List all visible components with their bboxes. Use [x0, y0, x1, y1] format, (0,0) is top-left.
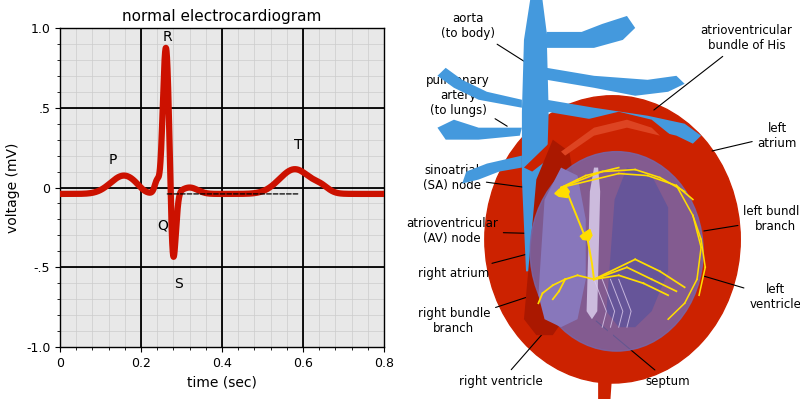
Text: atrioventricular
(AV) node: atrioventricular (AV) node [406, 217, 578, 245]
Polygon shape [542, 16, 635, 48]
Text: septum: septum [596, 321, 690, 387]
Text: sinoatrial
(SA) node: sinoatrial (SA) node [423, 164, 554, 192]
Text: T: T [294, 138, 302, 152]
Y-axis label: voltage (mV): voltage (mV) [6, 142, 20, 233]
Text: right atrium: right atrium [418, 248, 550, 280]
Text: R: R [162, 30, 172, 44]
Polygon shape [438, 68, 522, 108]
Polygon shape [522, 0, 549, 271]
Polygon shape [462, 156, 522, 184]
Text: left
atrium: left atrium [712, 122, 797, 151]
Text: right ventricle: right ventricle [459, 305, 567, 387]
Text: Q: Q [158, 218, 169, 232]
Polygon shape [555, 186, 570, 198]
Text: atrioventricular
bundle of His: atrioventricular bundle of His [654, 24, 792, 110]
Polygon shape [606, 168, 668, 327]
X-axis label: time (sec): time (sec) [187, 375, 257, 389]
Text: pulmonary
artery
(to lungs): pulmonary artery (to lungs) [426, 74, 507, 126]
Ellipse shape [530, 152, 703, 351]
Polygon shape [438, 120, 522, 140]
Text: left
ventricle: left ventricle [704, 276, 800, 311]
Polygon shape [598, 327, 614, 399]
Text: left bundle
branch: left bundle branch [704, 205, 800, 233]
Polygon shape [524, 112, 697, 172]
Text: P: P [109, 152, 117, 167]
Title: normal electrocardiogram: normal electrocardiogram [122, 9, 322, 24]
Text: right bundle
branch: right bundle branch [418, 288, 554, 335]
Polygon shape [546, 100, 701, 144]
Polygon shape [581, 229, 592, 240]
Polygon shape [538, 168, 586, 327]
Polygon shape [524, 140, 578, 335]
Text: aorta
(to body): aorta (to body) [442, 12, 526, 62]
Text: S: S [174, 277, 183, 291]
Ellipse shape [485, 96, 740, 383]
Polygon shape [586, 168, 600, 319]
Polygon shape [561, 120, 677, 156]
Polygon shape [546, 68, 685, 96]
